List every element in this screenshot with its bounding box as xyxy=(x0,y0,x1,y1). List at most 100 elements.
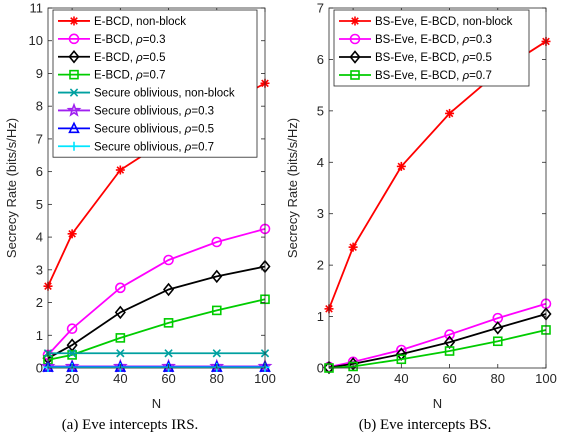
legend-marker xyxy=(68,33,80,45)
data-point xyxy=(115,333,126,343)
legend-label: E-BCD, ρ=0.7 xyxy=(94,70,165,82)
legend-entry: Secure oblivious, ρ=0.7 xyxy=(58,141,214,153)
legend-label-symbol: ρ xyxy=(184,123,192,135)
legend-marker xyxy=(69,88,79,97)
legend-label-suffix: non-block xyxy=(463,16,513,28)
series-line xyxy=(47,228,266,356)
data-point xyxy=(66,323,78,335)
y-tick-label: 2 xyxy=(317,258,324,273)
legend-label-suffix: =0.3 xyxy=(469,34,492,46)
y-tick-label: 2 xyxy=(36,295,43,310)
legend-entry: E-BCD, non-block xyxy=(58,16,186,28)
legend-label-prefix: E-BCD, xyxy=(94,34,136,46)
legend-entry: BS-Eve, E-BCD, ρ=0.7 xyxy=(339,70,492,82)
legend-label: Secure oblivious, ρ=0.3 xyxy=(94,105,214,117)
legend-label: E-BCD, ρ=0.5 xyxy=(94,52,165,64)
x-tick-label: 20 xyxy=(65,371,79,386)
legend-label-suffix: =0.5 xyxy=(469,52,492,64)
legend-label-prefix: BS-Eve, E-BCD, xyxy=(375,52,463,64)
data-point xyxy=(396,354,407,365)
legend-label-prefix: BS-Eve, E-BCD, xyxy=(375,70,463,82)
y-axis-label: Secrecy Rate (bits/s/Hz) xyxy=(285,118,300,258)
legend-label-symbol: ρ xyxy=(184,141,192,153)
legend-label-prefix: E-BCD, xyxy=(94,16,136,28)
legend-label-symbol: ρ xyxy=(135,52,143,64)
legend-label: Secure oblivious, ρ=0.7 xyxy=(94,141,214,153)
y-tick-label: 6 xyxy=(36,164,43,179)
legend-box xyxy=(52,9,258,158)
y-axis-label: Secrecy Rate (bits/s/Hz) xyxy=(4,118,19,258)
legend-label: E-BCD, non-block xyxy=(94,16,186,28)
legend-entry: BS-Eve, E-BCD, non-block xyxy=(339,16,513,28)
y-tick-label: 7 xyxy=(36,131,43,146)
legend-entry: E-BCD, ρ=0.3 xyxy=(58,33,165,46)
chart-a: 20 40 60 80 100 0 1 2 3 4 5 6 7 8 9 10 11 N Secrecy Rate (… xyxy=(4,1,276,434)
series-line xyxy=(47,265,266,359)
chart-b: 20 40 60 80 100 0 1 2 3 4 5 6 7 N Secrecy Rate (bits/s… xyxy=(285,1,557,434)
legend-label-suffix: non-block xyxy=(136,16,186,28)
data-point xyxy=(67,229,77,239)
legend-entry: E-BCD, ρ=0.5 xyxy=(58,49,165,64)
legend-marker xyxy=(66,102,82,117)
data-point xyxy=(348,242,358,252)
legend-entry: BS-Eve, E-BCD, ρ=0.5 xyxy=(339,50,492,64)
x-tick-label: 40 xyxy=(394,371,408,386)
legend-entry: Secure oblivious, non-block xyxy=(58,88,235,100)
legend-entry: Secure oblivious, ρ=0.5 xyxy=(58,121,214,135)
legend-box xyxy=(333,9,530,87)
y-tick-label: 5 xyxy=(317,103,324,118)
legend-label-prefix: Secure oblivious, xyxy=(94,141,185,153)
data-point xyxy=(211,236,223,248)
legend-marker xyxy=(68,121,80,134)
legend-label-prefix: Secure oblivious, xyxy=(94,88,185,100)
legend-label-prefix: BS-Eve, E-BCD, xyxy=(375,34,463,46)
legend-marker xyxy=(68,49,80,64)
x-axis-label: N xyxy=(152,396,161,411)
y-tick-label: 5 xyxy=(36,197,43,212)
legend-label-suffix: =0.3 xyxy=(143,34,166,46)
x-tick-label: 60 xyxy=(442,371,456,386)
legend-label-suffix: =0.7 xyxy=(143,70,166,82)
y-tick-label: 8 xyxy=(36,99,43,114)
y-tick-label: 3 xyxy=(36,262,43,277)
series-4 xyxy=(43,349,270,358)
legend-label-symbol: ρ xyxy=(462,34,470,46)
legend-label-symbol: ρ xyxy=(462,70,470,82)
x-tick-label: 100 xyxy=(535,371,557,386)
y-tick-label: 3 xyxy=(317,206,324,221)
data-point xyxy=(492,321,504,335)
x-tick-label: 60 xyxy=(161,371,175,386)
legend-label: BS-Eve, E-BCD, ρ=0.7 xyxy=(375,70,492,82)
figure-caption: (b) Eve intercepts BS. xyxy=(359,417,491,433)
legend-label-suffix: non-block xyxy=(185,88,235,100)
x-tick-label: 40 xyxy=(113,371,127,386)
data-point xyxy=(492,336,503,347)
data-point xyxy=(323,360,335,375)
legend-label-suffix: =0.5 xyxy=(191,123,214,135)
legend-label-symbol: ρ xyxy=(462,52,470,64)
y-tick-label: 6 xyxy=(317,52,324,67)
legend-label: BS-Eve, E-BCD, ρ=0.5 xyxy=(375,52,492,64)
y-tick-label: 0 xyxy=(36,361,43,376)
data-point xyxy=(114,305,126,320)
legend-label: E-BCD, ρ=0.3 xyxy=(94,34,165,46)
y-tick-label: 9 xyxy=(36,66,43,81)
data-point xyxy=(67,349,77,358)
legend-label-suffix: =0.7 xyxy=(191,141,214,153)
legend-label-prefix: Secure oblivious, xyxy=(94,123,185,135)
y-tick-label: 4 xyxy=(36,230,43,245)
legend-label-prefix: Secure oblivious, xyxy=(94,105,185,117)
y-tick-label: 11 xyxy=(30,1,44,16)
legend-label-symbol: ρ xyxy=(135,70,143,82)
legend-marker xyxy=(69,16,79,26)
data-point xyxy=(212,349,221,358)
legend-label-suffix: =0.5 xyxy=(143,52,166,64)
legend-label: BS-Eve, E-BCD, non-block xyxy=(375,16,513,28)
data-point xyxy=(396,161,406,171)
x-tick-label: 100 xyxy=(254,371,276,386)
x-tick-label: 80 xyxy=(210,371,224,386)
data-point xyxy=(445,108,455,118)
legend-marker xyxy=(350,16,360,26)
